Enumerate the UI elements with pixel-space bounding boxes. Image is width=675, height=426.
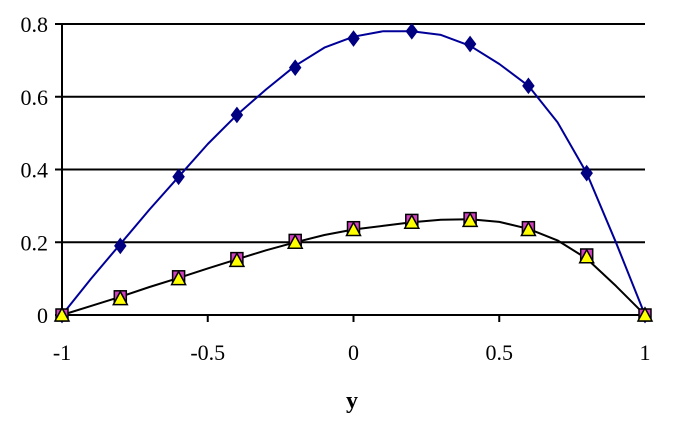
series-2-triangle-point-9 bbox=[578, 248, 595, 264]
series-0-diamond-point-4 bbox=[288, 59, 302, 76]
x-tick-label-2: 0 bbox=[348, 340, 359, 365]
series-0-diamond-point-8 bbox=[522, 77, 535, 95]
series-0-diamond-point-9 bbox=[580, 164, 593, 182]
axes bbox=[55, 23, 646, 322]
series-2-triangle-point-4 bbox=[286, 233, 304, 249]
x-tick-label-3: 0.5 bbox=[486, 340, 514, 365]
series-2-triangle-point-6 bbox=[403, 213, 421, 229]
series-2-triangle-point-0 bbox=[53, 306, 71, 322]
x-tick-label-0: -1 bbox=[53, 340, 71, 365]
y-tick-label-4: 0.8 bbox=[21, 12, 49, 37]
series-2-triangle-point-5 bbox=[345, 220, 362, 237]
y-tick-label-1: 0.2 bbox=[21, 230, 49, 255]
series-2-triangle-point-10 bbox=[636, 306, 654, 322]
y-tick-label-3: 0.6 bbox=[21, 85, 49, 110]
gridlines bbox=[62, 23, 645, 244]
fitted-curves bbox=[61, 30, 646, 316]
series-0-diamond-point-7 bbox=[463, 35, 477, 53]
series-0-diamond-point-3 bbox=[230, 106, 244, 124]
x-tick-label-1: -0.5 bbox=[190, 340, 225, 365]
series-2-triangle-point-3 bbox=[228, 251, 246, 268]
series-0-diamond-point-6 bbox=[405, 22, 419, 40]
y-tick-label-2: 0.4 bbox=[21, 158, 49, 183]
y-tick-label-0: 0 bbox=[37, 303, 48, 328]
series-0-diamond-point-1 bbox=[114, 237, 127, 255]
tick-labels: 0 0.2 0.4 0.6 0.8 -1 -0.5 0 0.5 1 bbox=[21, 12, 651, 365]
series-0-diamond-point-5 bbox=[347, 30, 360, 47]
x-axis-title: y bbox=[346, 388, 358, 414]
series-2-triangle-point-7 bbox=[461, 211, 479, 228]
series-2-triangle-point-2 bbox=[170, 270, 187, 286]
series-0-diamond-point-2 bbox=[172, 168, 185, 186]
series-2-triangle-point-8 bbox=[520, 220, 537, 237]
x-tick-label-4: 1 bbox=[640, 340, 651, 365]
series-2-triangle-point-1 bbox=[112, 290, 129, 306]
data-markers bbox=[53, 22, 654, 324]
curve-0 bbox=[61, 30, 646, 316]
